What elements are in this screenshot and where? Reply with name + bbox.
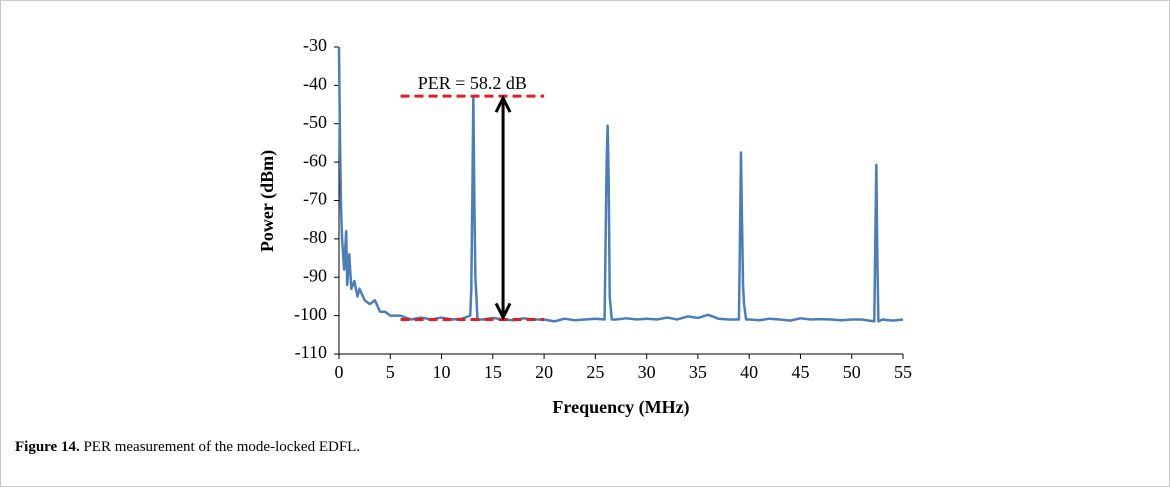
caption-label: Figure 14. (15, 439, 80, 455)
y-tick-label: -90 (303, 265, 327, 285)
arrow-head (494, 94, 512, 113)
spectrum-line (337, 46, 904, 323)
x-tick-label: 50 (843, 362, 861, 382)
y-tick-label: -110 (295, 342, 327, 362)
x-tick-label: 55 (894, 362, 912, 382)
y-tick-label: -30 (303, 35, 327, 55)
x-tick-label: 5 (386, 362, 395, 382)
x-tick-label: 20 (535, 362, 553, 382)
y-tick-label: -70 (303, 189, 327, 209)
x-tick-label: 25 (586, 362, 604, 382)
y-tick-label: -80 (303, 227, 327, 247)
per-label: PER = 58.2 dB (418, 73, 527, 93)
arrow-head (494, 302, 512, 321)
x-tick-label: 45 (791, 362, 809, 382)
x-tick-label: 10 (433, 362, 451, 382)
x-tick-label: 30 (638, 362, 656, 382)
x-axis-title: Frequency (MHz) (552, 397, 689, 418)
y-tick-label: -60 (303, 150, 327, 170)
y-axis-title: Power (dBm) (257, 150, 278, 252)
caption: Figure 14. PER measurement of the mode-l… (15, 439, 360, 456)
x-tick-label: 35 (689, 362, 707, 382)
chart: Frequency (MHz) Power (dBm) -110 -100 -90 -… (257, 35, 912, 418)
x-tick-label: 15 (484, 362, 502, 382)
caption-text: PER measurement of the mode-locked EDFL. (83, 439, 361, 455)
y-tick-label: -40 (303, 74, 327, 94)
y-tick-label: -100 (294, 304, 327, 324)
x-tick-label: 0 (335, 362, 344, 382)
x-tick-label: 40 (740, 362, 758, 382)
y-tick-label: -50 (303, 112, 327, 132)
